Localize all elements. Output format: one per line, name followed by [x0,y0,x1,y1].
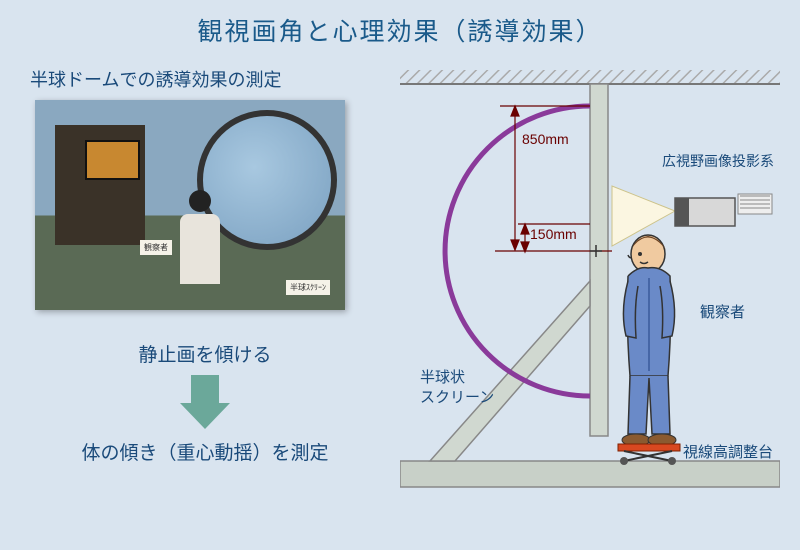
label-screen-l2: スクリーン [420,386,494,407]
diagram-svg [400,66,780,506]
right-column: 850mm 150mm 広視野画像投影系 観察者 半球状 スクリーン 視線高調整… [400,66,780,526]
photo-person [175,190,225,290]
label-platform: 視線高調整台 [683,441,773,462]
caption-measure: 体の傾き（重心動揺）を測定 [30,438,380,465]
projector-icon [675,194,772,226]
dim-850-label: 850mm [522,131,569,147]
arrow-down-icon [180,375,230,430]
slide-root: 観視画角と心理効果（誘導効果） 半球ドームでの誘導効果の測定 観察者 半球ｽｸﾘ… [0,0,800,550]
dome-diagram: 850mm 150mm 広視野画像投影系 観察者 半球状 スクリーン 視線高調整… [400,66,780,506]
photo-tag-2: 半球ｽｸﾘｰﾝ [286,280,330,295]
observer-figure [622,235,676,446]
dim-150-label: 150mm [530,226,577,242]
left-column: 半球ドームでの誘導効果の測定 観察者 半球ｽｸﾘｰﾝ 静止画を傾ける 体の傾き（… [30,66,380,526]
floor [400,461,780,487]
experiment-photo: 観察者 半球ｽｸﾘｰﾝ [35,100,345,310]
label-projector: 広視野画像投影系 [662,151,774,171]
label-screen-l1: 半球状 [420,366,465,387]
ceiling-hatch [400,70,780,84]
two-columns: 半球ドームでの誘導効果の測定 観察者 半球ｽｸﾘｰﾝ 静止画を傾ける 体の傾き（… [30,66,770,526]
wall [590,84,608,436]
photo-monitor [85,140,140,180]
left-subtitle: 半球ドームでの誘導効果の測定 [30,66,380,92]
label-observer-l1: 観察者 [700,301,745,322]
slide-title: 観視画角と心理効果（誘導効果） [30,12,770,48]
caption-tilt: 静止画を傾ける [30,340,380,367]
photo-tag-1: 観察者 [140,240,172,255]
